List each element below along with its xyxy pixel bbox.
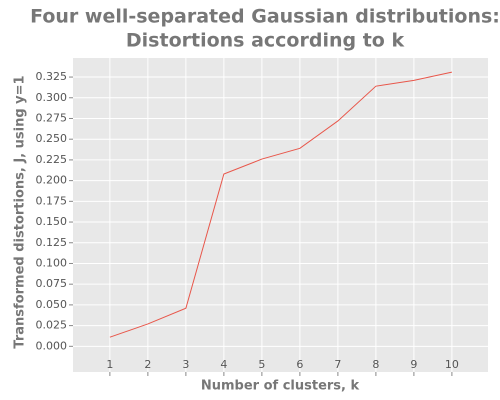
- y-tick-label: 0.275: [36, 111, 68, 124]
- x-axis-label: Number of clusters, k: [201, 379, 360, 394]
- x-tick-label: 2: [144, 358, 151, 371]
- y-tick-label: 0.000: [36, 339, 68, 352]
- y-tick-label: 0.300: [36, 91, 68, 104]
- y-tick-label: 0.100: [36, 256, 68, 269]
- chart-title: Distortions according to k: [126, 30, 405, 52]
- y-tick-label: 0.075: [36, 277, 68, 290]
- x-tick-label: 10: [445, 358, 459, 371]
- y-tick-label: 0.250: [36, 132, 68, 145]
- x-tick-label: 3: [182, 358, 189, 371]
- y-tick-label: 0.325: [36, 70, 68, 83]
- plot-background: [73, 58, 488, 372]
- y-tick-label: 0.200: [36, 174, 68, 187]
- x-tick-label: 4: [220, 358, 227, 371]
- x-tick-label: 8: [372, 358, 379, 371]
- data-line: [109, 71, 453, 338]
- chart-title: Four well-separated Gaussian distributio…: [30, 6, 500, 28]
- y-tick-label: 0.050: [36, 298, 68, 311]
- x-tick-label: 9: [410, 358, 417, 371]
- y-tick-label: 0.125: [36, 236, 68, 249]
- x-tick-label: 7: [334, 358, 341, 371]
- y-tick-label: 0.175: [36, 194, 68, 207]
- y-axis-label: Transformed distortions, J, using y=1: [13, 75, 28, 348]
- x-tick-label: 6: [296, 358, 303, 371]
- x-tick-label: 1: [106, 358, 113, 371]
- y-tick-label: 0.150: [36, 215, 68, 228]
- y-tick-label: 0.225: [36, 153, 68, 166]
- y-tick-label: 0.025: [36, 319, 68, 332]
- x-tick-label: 5: [258, 358, 265, 371]
